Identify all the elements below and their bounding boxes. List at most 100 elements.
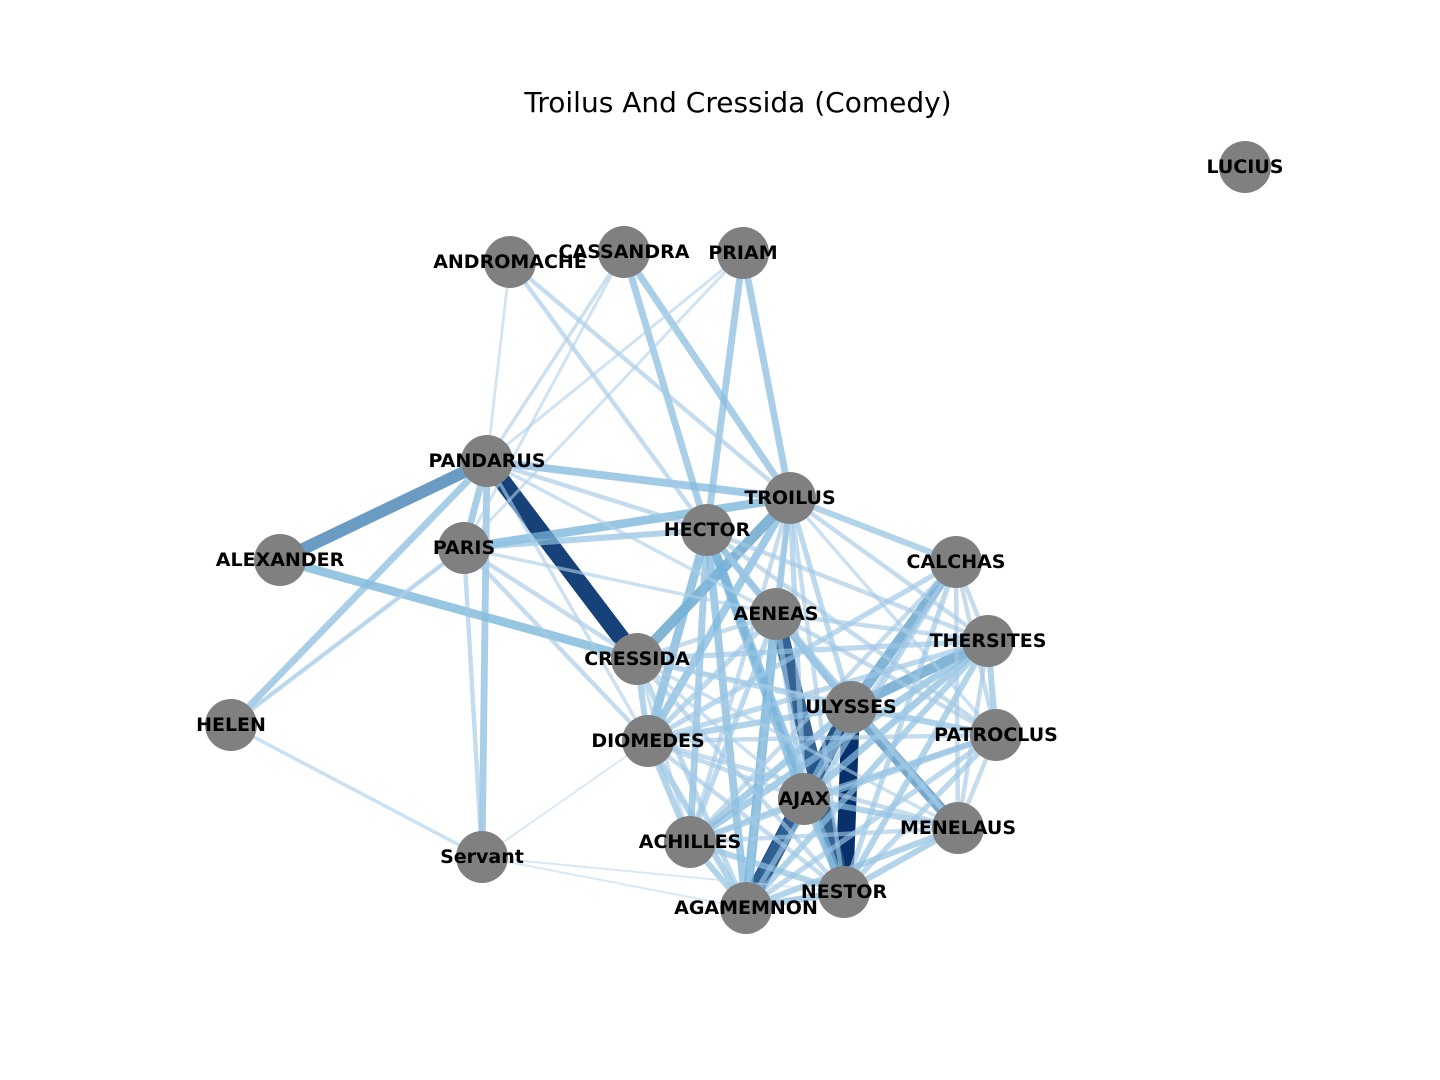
node-pandarus (461, 435, 513, 487)
edge-achilles-menelaus (689, 825, 959, 845)
node-label-agamemnon: AGAMEMNON (674, 897, 818, 919)
edge-aeneas-diomedes (646, 612, 778, 743)
node-andromache (484, 236, 536, 288)
node-label-cressida: CRESSIDA (584, 648, 690, 670)
node-paris (438, 522, 490, 574)
node-label-lucius: LUCIUS (1207, 156, 1284, 178)
node-label-ulysses: ULYSSES (805, 696, 897, 718)
edge-priam-troilus (739, 252, 794, 499)
edge-andromache-troilus (508, 260, 792, 500)
edge-aeneas-ajax (773, 613, 807, 800)
edge-servant-diomedes (481, 740, 649, 858)
edge-priam-paris (462, 251, 745, 550)
edge-priam-pandarus (486, 251, 744, 463)
node-label-thersites: THERSITES (930, 630, 1047, 652)
node-label-nestor: NESTOR (801, 881, 888, 903)
edge-helen-servant (230, 723, 483, 859)
edge-alexander-cressida (278, 555, 639, 664)
edge-troilus-ajax (787, 497, 807, 800)
node-label-aeneas: AENEAS (734, 603, 819, 625)
edge-servant-agamemnon (481, 856, 747, 909)
edge-thersites-agamemnon (743, 638, 991, 911)
edge-troilus-nestor (787, 497, 847, 893)
node-agamemnon (720, 882, 772, 934)
edge-cressida-agamemnon (634, 657, 749, 910)
edge-aeneas-achilles (687, 613, 779, 843)
edge-cassandra-pandarus (485, 251, 626, 462)
edge-paris-troilus (463, 493, 791, 553)
node-lucius (1219, 141, 1271, 193)
node-label-ajax: AJAX (778, 788, 829, 810)
edge-pandarus-alexander (277, 455, 490, 566)
edge-diomedes-ajax (647, 738, 805, 802)
edge-paris-diomedes (462, 546, 650, 743)
node-patroclus (970, 709, 1022, 761)
node-label-pandarus: PANDARUS (428, 450, 545, 472)
edge-paris-servant (461, 547, 485, 858)
edge-pandarus-servant (478, 460, 491, 858)
edge-troilus-ulysses (787, 497, 854, 708)
edge-pandarus-troilus (486, 457, 791, 502)
node-cassandra (598, 226, 650, 278)
node-label-andromache: ANDROMACHE (433, 251, 587, 273)
node-label-servant: Servant (440, 846, 524, 868)
edge-diomedes-nestor (646, 739, 846, 894)
edge-troilus-patroclus (788, 496, 998, 737)
node-label-cassandra: CASSANDRA (559, 241, 690, 263)
node-achilles (664, 816, 716, 868)
edge-servant-nestor (481, 856, 845, 893)
diagram-title: Troilus And Cressida (Comedy) (524, 86, 952, 119)
node-menelaus (932, 802, 984, 854)
node-priam (717, 227, 769, 279)
edge-cressida-menelaus (636, 657, 959, 830)
node-label-paris: PARIS (433, 537, 495, 559)
edge-cassandra-paris (462, 251, 626, 549)
edge-hector-patroclus (705, 528, 998, 737)
edge-cressida-ajax (635, 657, 806, 801)
node-hector (681, 504, 733, 556)
node-label-alexander: ALEXANDER (216, 549, 345, 571)
edge-andromache-pandarus (485, 261, 512, 462)
edge-pandarus-aeneas (486, 459, 777, 616)
edge-pandarus-diomedes (485, 460, 650, 742)
node-label-achilles: ACHILLES (639, 831, 742, 853)
edge-paris-cressida (462, 546, 639, 661)
edge-hector-paris (463, 526, 708, 552)
node-label-menelaus: MENELAUS (900, 817, 1016, 839)
edge-helen-paris (230, 546, 465, 727)
edge-hector-pandarus (486, 458, 708, 533)
edge-patroclus-agamemnon (744, 732, 998, 911)
edge-calchas-nestor (841, 561, 959, 893)
edge-diomedes-patroclus (647, 732, 997, 744)
edge-ulysses-diomedes (647, 703, 852, 745)
edge-troilus-calchas (788, 495, 958, 565)
node-ulysses (825, 681, 877, 733)
node-helen (205, 699, 257, 751)
edge-calchas-achilles (688, 560, 958, 844)
edge-priam-hector (703, 252, 747, 531)
node-layer (205, 141, 1271, 934)
node-label-patroclus: PATROCLUS (934, 724, 1058, 746)
edge-cassandra-troilus (621, 250, 793, 500)
node-servant (456, 831, 508, 883)
edge-pandarus-cressida (480, 455, 644, 665)
edge-hector-thersites (706, 527, 989, 644)
edge-aeneas-thersites (775, 611, 989, 644)
node-label-hector: HECTOR (664, 519, 751, 541)
node-label-diomedes: DIOMEDES (591, 730, 704, 752)
node-alexander (254, 534, 306, 586)
node-calchas (930, 536, 982, 588)
node-aeneas (750, 588, 802, 640)
node-cressida (611, 633, 663, 685)
edge-paris-aeneas (463, 546, 777, 616)
node-diomedes (622, 715, 674, 767)
node-label-troilus: TROILUS (744, 487, 835, 509)
node-label-helen: HELEN (196, 714, 266, 736)
node-troilus (764, 472, 816, 524)
edge-cressida-nestor (635, 657, 846, 894)
node-nestor (818, 866, 870, 918)
edge-patroclus-ajax (803, 732, 997, 802)
edge-thersites-nestor (841, 639, 991, 894)
